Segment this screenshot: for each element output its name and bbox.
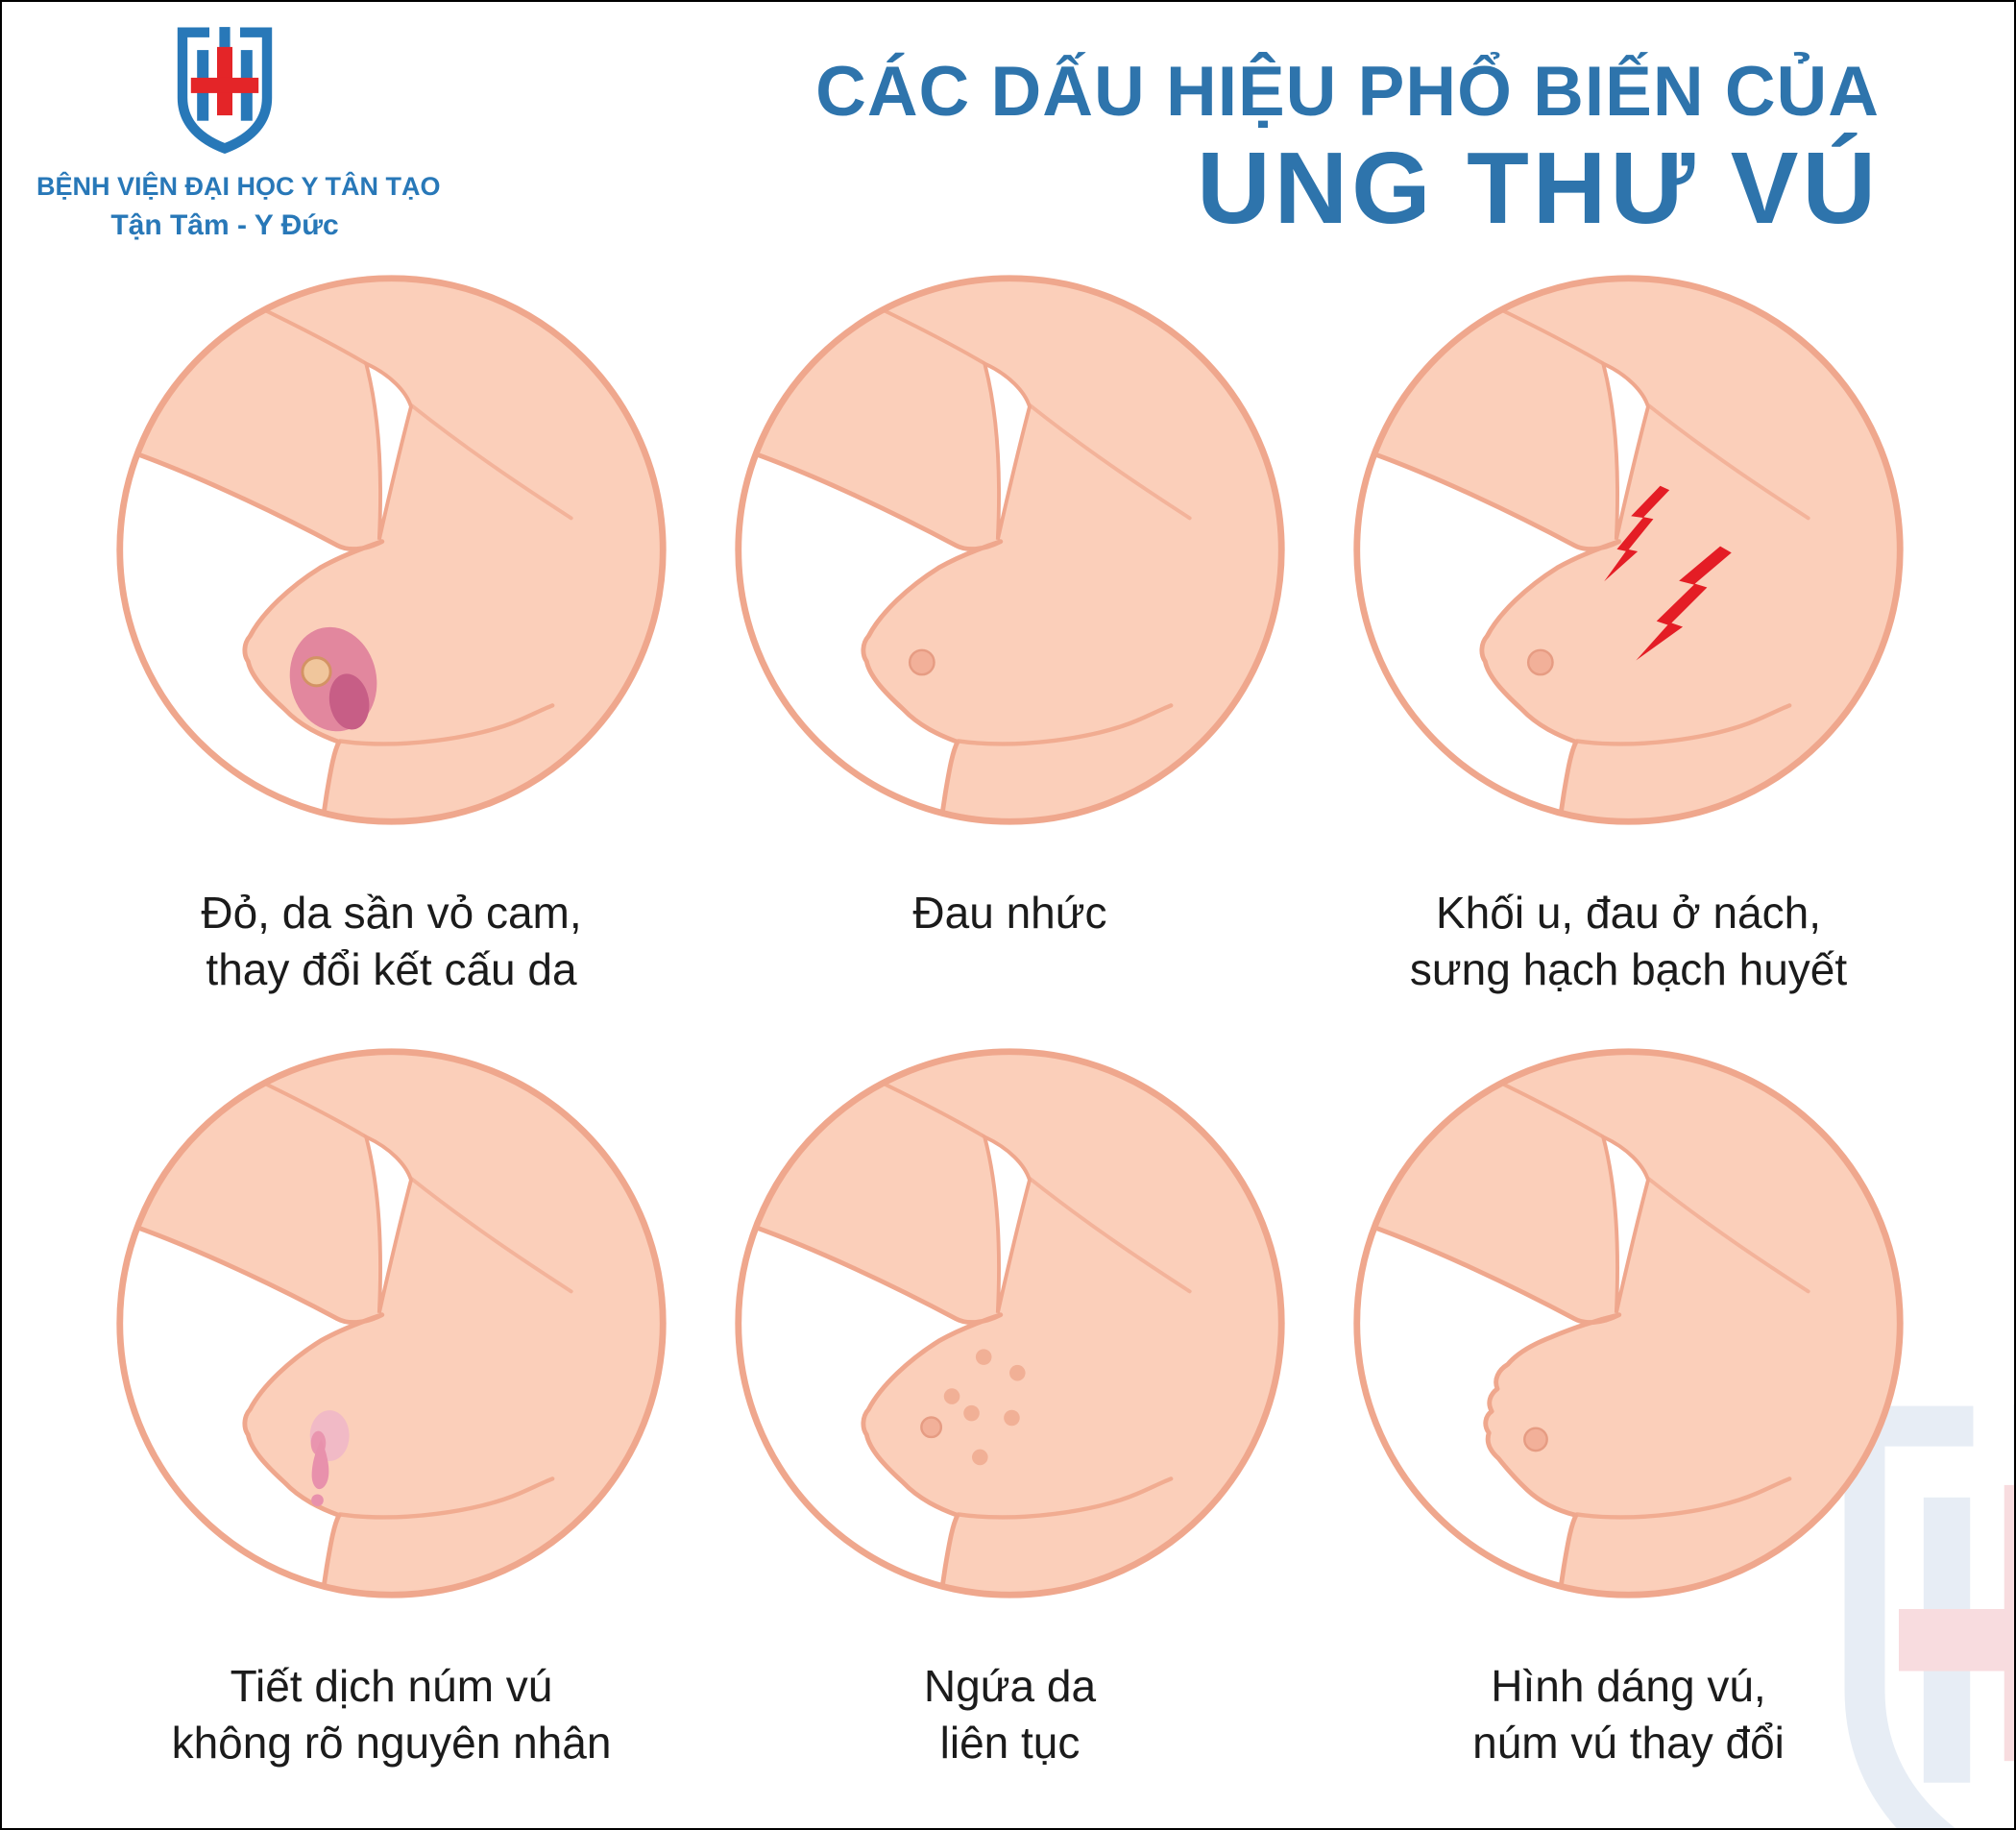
caption-line-1: Khối u, đau ở nách, <box>1436 888 1821 938</box>
caption-line-2: sưng hạch bạch huyết <box>1409 943 1848 994</box>
title-line-2: UNG THƯ VÚ <box>1197 131 1880 245</box>
caption-line-2: không rõ nguyên nhân <box>171 1717 612 1768</box>
hospital-logo-shield-icon <box>36 27 413 162</box>
caption-line-1: Đau nhức <box>912 888 1107 938</box>
caption-line-1: Đỏ, da sần vỏ cam, <box>201 888 582 938</box>
breast-lump-illustration <box>1348 269 1909 831</box>
caption-line-2: núm vú thay đổi <box>1472 1717 1785 1768</box>
hospital-name: BỆNH VIỆN ĐẠI HỌC Y TÂN TẠO <box>36 172 441 201</box>
title-line-1: CÁC DẤU HIỆU PHỔ BIẾN CỦA <box>815 53 1880 131</box>
caption-line-1: Ngứa da <box>923 1661 1097 1711</box>
hospital-tagline: Tận Tâm - Y Đức <box>110 209 339 241</box>
watermark-shield-icon <box>1818 1404 2014 1828</box>
figure-redness: Đỏ, da sần vỏ cam, thay đổi kết cấu da <box>110 269 672 1004</box>
breast-pain-illustration <box>729 269 1291 831</box>
figure-caption-discharge: Tiết dịch núm vú không rõ nguyên nhân <box>110 1658 672 1777</box>
caption-line-2: liên tục <box>939 1717 1081 1768</box>
hospital-logo-block: BỆNH VIỆN ĐẠI HỌC Y TÂN TẠO Tận Tâm - Y … <box>36 27 441 242</box>
caption-line-1: Hình dáng vú, <box>1491 1661 1766 1711</box>
figure-discharge: Tiết dịch núm vú không rõ nguyên nhân <box>110 1042 672 1777</box>
breast-itch-illustration <box>729 1042 1291 1604</box>
breast-redness-illustration <box>110 269 672 831</box>
breast-shape-illustration <box>1348 1042 1909 1604</box>
figure-pain: Đau nhức <box>729 269 1291 1004</box>
figure-caption-lump: Khối u, đau ở nách, sưng hạch bạch huyết <box>1348 885 1909 1004</box>
figure-caption-shape: Hình dáng vú, núm vú thay đổi <box>1348 1658 1909 1777</box>
figure-caption-pain: Đau nhức <box>729 885 1291 1004</box>
figure-lump: Khối u, đau ở nách, sưng hạch bạch huyết <box>1348 269 1909 1004</box>
caption-line-1: Tiết dịch núm vú <box>230 1661 553 1711</box>
poster-title: CÁC DẤU HIỆU PHỔ BIẾN CỦA UNG THƯ VÚ <box>815 53 1880 245</box>
caption-line-2: thay đổi kết cấu da <box>206 943 577 994</box>
figure-caption-redness: Đỏ, da sần vỏ cam, thay đổi kết cấu da <box>110 885 672 1004</box>
figures-grid: Đỏ, da sần vỏ cam, thay đổi kết cấu da Đ… <box>2 269 2014 1816</box>
breast-discharge-illustration <box>110 1042 672 1604</box>
figure-caption-itch: Ngứa da liên tục <box>729 1658 1291 1777</box>
figure-itch: Ngứa da liên tục <box>729 1042 1291 1777</box>
figure-shape: Hình dáng vú, núm vú thay đổi <box>1348 1042 1909 1777</box>
